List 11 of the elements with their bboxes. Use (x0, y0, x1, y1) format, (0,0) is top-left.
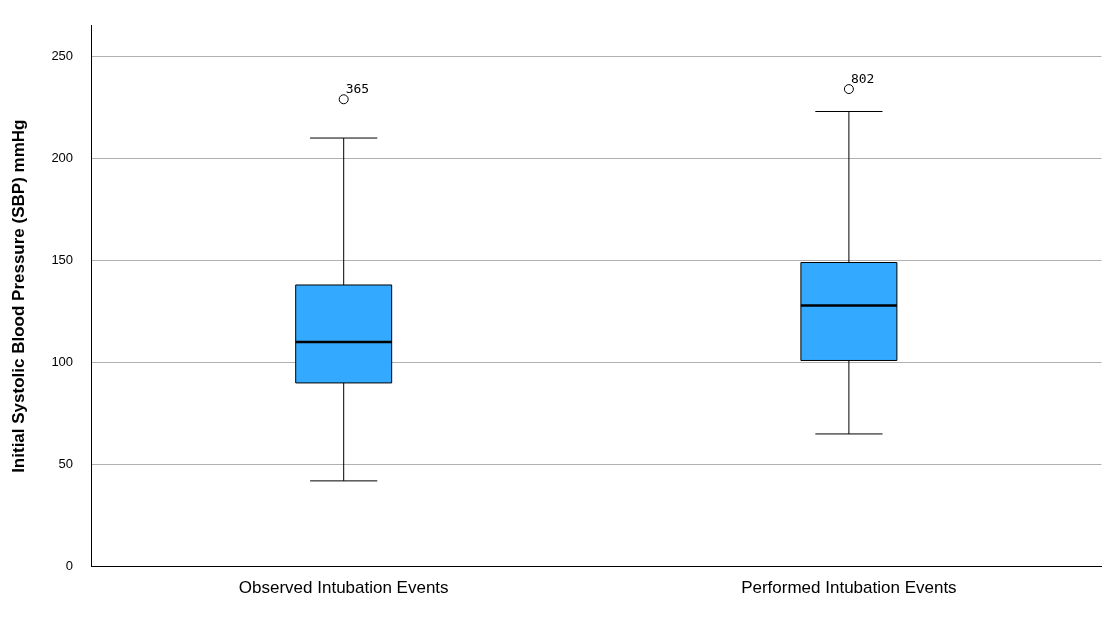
y-tick-label: 200 (51, 150, 74, 166)
y-tick-label: 150 (51, 252, 74, 268)
x-tick-label: Performed Intubation Events (741, 578, 957, 598)
y-tick-label: 250 (51, 47, 74, 63)
annotation: 365 (345, 81, 370, 97)
y-tick-label: 0 (65, 558, 74, 574)
x-tick-label: Observed Intubation Events (238, 578, 449, 598)
y-tick-label: 100 (51, 354, 74, 370)
annotation: 802 (850, 70, 875, 86)
y-tick-label: 50 (58, 456, 74, 472)
y-axis-title: Initial Systolic Blood Pressure (SBP) mmHg (8, 119, 28, 473)
